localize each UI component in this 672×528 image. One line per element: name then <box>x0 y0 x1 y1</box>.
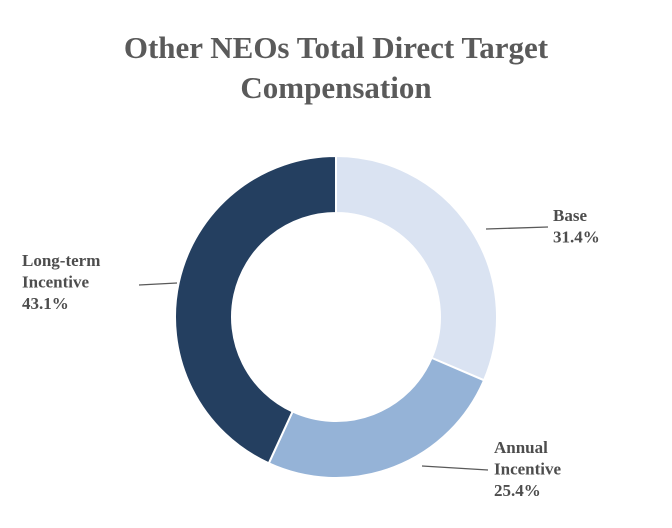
slice-name-label: Annual <box>494 438 548 457</box>
donut-slices <box>174 154 498 479</box>
leader-line <box>485 226 549 230</box>
slice-value-label: 31.4% <box>553 228 600 247</box>
leader-line <box>138 282 178 286</box>
slice-name-label: Base <box>553 206 587 225</box>
slice-value-label: 25.4% <box>494 481 541 500</box>
donut-slice-long-term-incentive <box>174 154 337 465</box>
chart-title-line-1: Other NEOs Total Direct Target <box>123 30 549 65</box>
slice-labels: Base 31.4% Annual Incentive 25.4% Long-term In… <box>22 206 600 500</box>
donut-slice-annual-incentive <box>267 356 486 479</box>
leader-lines <box>138 226 549 471</box>
donut-slice-base <box>335 154 498 382</box>
slice-name-label: Incentive <box>22 273 90 292</box>
leader-line <box>421 465 489 471</box>
slice-value-label: 43.1% <box>22 294 69 313</box>
slice-name-label: Long-term <box>22 251 100 270</box>
chart-title-line-2: Compensation <box>240 70 432 105</box>
slice-name-label: Incentive <box>494 460 562 479</box>
chart-title: Other NEOs Total Direct Target Compensat… <box>0 28 672 108</box>
